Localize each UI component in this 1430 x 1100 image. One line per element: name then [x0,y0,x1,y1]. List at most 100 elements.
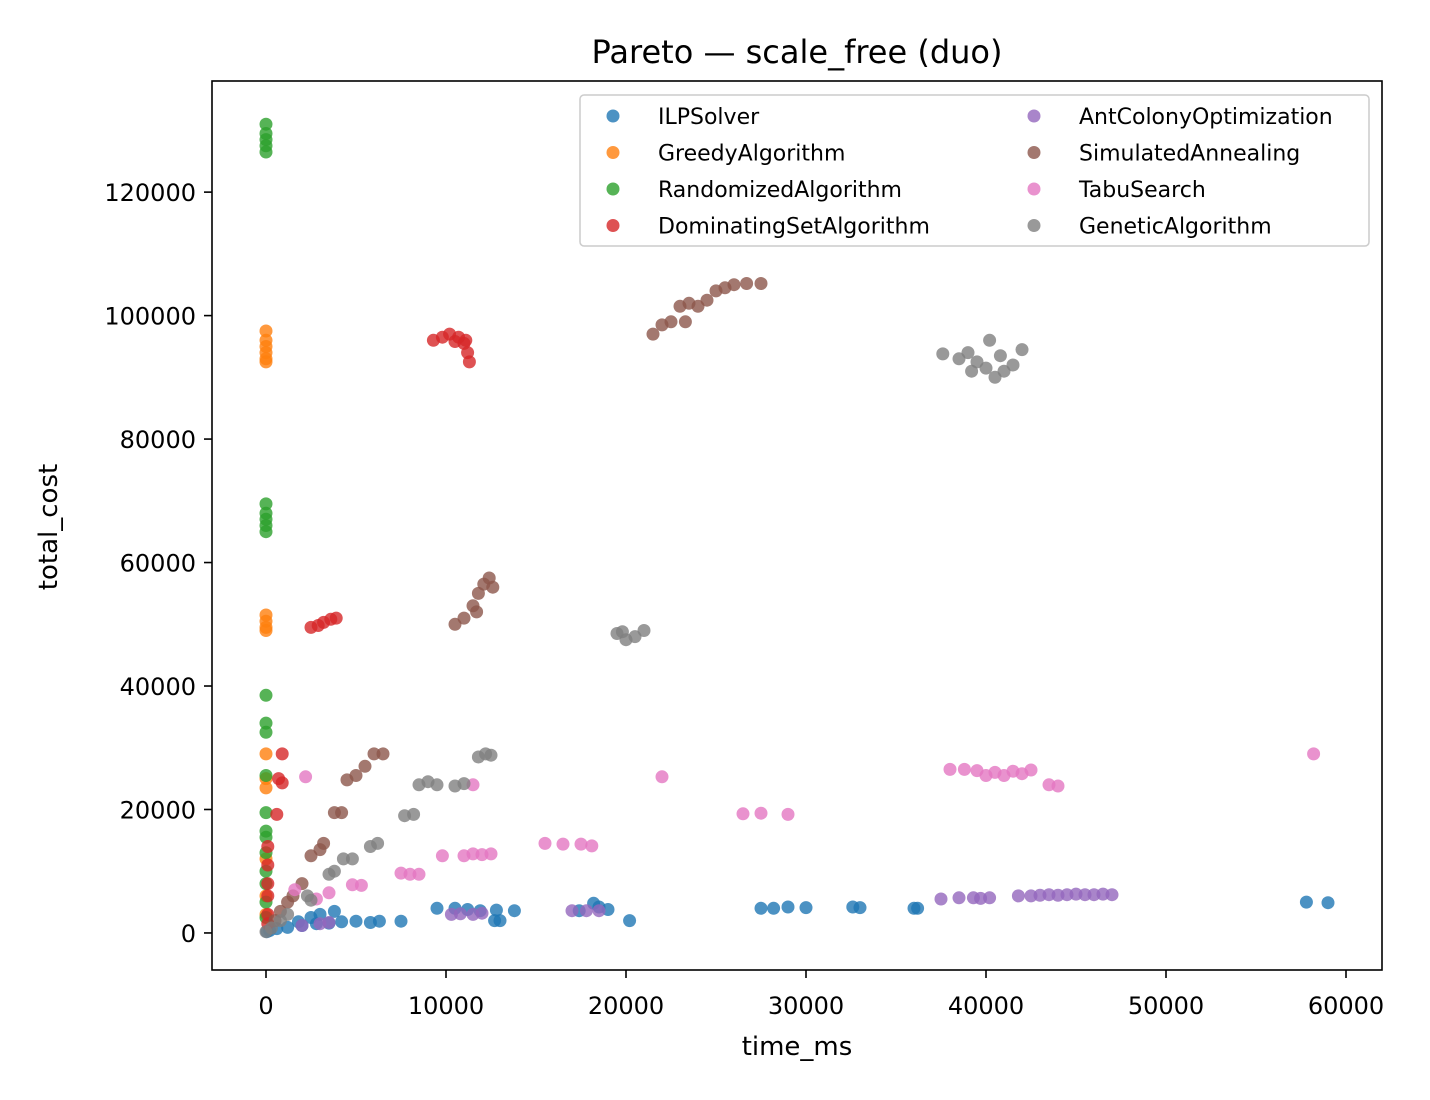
data-point [754,277,768,290]
data-point [664,315,678,329]
data-point [579,904,593,918]
data-point [275,776,289,790]
legend-label: ILPSolver [658,105,760,130]
data-point [740,277,754,290]
data-point [983,333,997,347]
y-tick-label: 120000 [104,179,196,207]
x-tick-label: 0 [258,992,273,1020]
legend-marker [606,109,620,123]
data-point [448,335,462,348]
legend: ILPSolver GreedyAlgorithm RandomizedAlgori… [579,94,1370,247]
data-point [261,858,275,872]
data-point [957,762,971,776]
data-point [295,919,309,932]
data-point [462,355,476,369]
y-tick-label: 80000 [120,426,196,454]
data-point [489,903,503,917]
data-point [261,889,275,903]
data-point [430,901,444,915]
data-point [646,327,660,341]
data-point [1105,888,1119,902]
data-point [592,904,606,918]
data-point [259,525,273,539]
data-point [623,914,637,928]
legend-marker [606,219,620,232]
x-tick-label: 10000 [408,992,484,1020]
data-point [781,807,795,821]
legend-marker [606,146,620,159]
data-point [993,349,1007,363]
data-point [403,867,417,881]
data-point [259,747,273,761]
y-tick-label: 60000 [120,550,196,578]
legend-marker [1027,182,1041,196]
data-point [565,904,579,918]
data-point [538,836,552,850]
data-point [934,892,948,906]
data-point [486,580,500,594]
data-point [961,346,975,360]
data-point [637,624,651,637]
data-point [979,361,993,375]
data-point [727,278,741,292]
data-point [952,891,966,905]
data-point [329,611,343,625]
data-point [1006,358,1020,372]
data-point [585,839,599,853]
data-point [259,925,273,939]
data-point [288,883,302,897]
legend-marker [1027,146,1041,159]
y-tick-label: 100000 [104,303,196,331]
y-tick-label: 40000 [120,673,196,701]
data-point [430,778,444,792]
legend-label: SimulatedAnnealing [1079,142,1300,167]
legend-label: AntColonyOptimization [1079,105,1333,130]
data-point [767,901,781,915]
data-point [943,762,957,776]
data-point [394,914,408,928]
data-point [453,907,467,921]
data-point [754,901,768,915]
data-point [322,916,336,929]
data-point [556,837,570,851]
data-point [261,877,275,891]
x-tick-label: 50000 [1128,992,1204,1020]
data-point [281,895,295,909]
data-point [358,759,372,773]
legend-label: RandomizedAlgorithm [658,178,902,203]
data-point [736,807,750,821]
data-point [655,770,669,784]
data-point [1015,343,1029,357]
data-point [322,867,336,881]
data-point [327,904,341,918]
legend-label: GreedyAlgorithm [658,142,845,167]
data-point [615,625,629,639]
data-point [273,914,287,928]
data-point [1321,896,1335,910]
data-point [574,837,588,851]
data-point [259,806,273,820]
x-axis-label: time_ms [742,1032,853,1062]
data-point [299,770,313,784]
legend-marker [1027,219,1041,232]
data-point [259,497,273,511]
y-axis-label: total_cost [34,464,64,590]
data-point [936,347,950,361]
data-point [372,914,386,928]
data-point [354,878,368,892]
data-point [322,886,336,900]
x-tick-label: 40000 [948,992,1024,1020]
data-point [853,901,867,915]
data-point [259,716,273,730]
data-point [259,781,273,795]
data-point [754,806,768,820]
data-point [507,904,521,918]
data-point [336,852,350,866]
legend-label: TabuSearch [1078,178,1206,203]
data-point [1011,889,1025,903]
data-point [304,893,318,907]
data-point [335,915,349,929]
data-point [261,840,275,853]
data-point [1024,763,1038,777]
